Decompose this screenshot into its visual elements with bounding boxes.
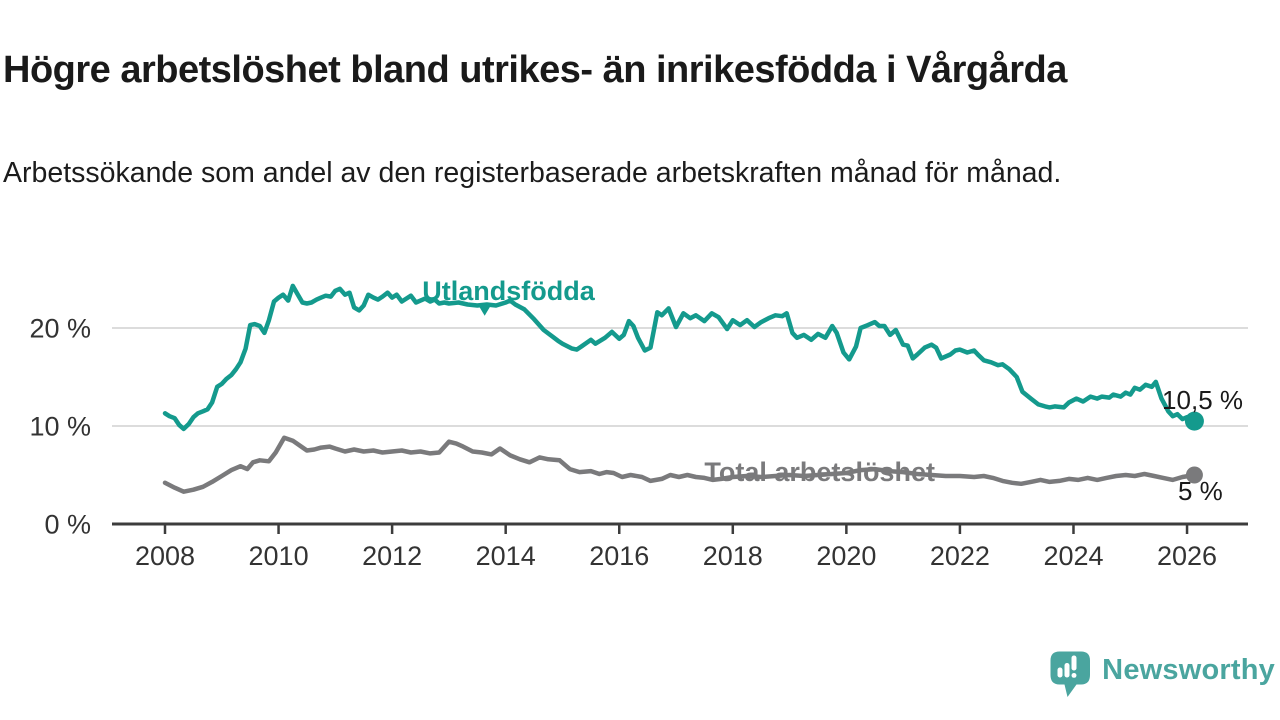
x-axis-tick-label: 2020 [816,541,876,571]
series-end-dot-foreign_born [1184,411,1204,431]
unemployment-line-chart: 2008 2010 2012 2014 2016 2018 2020 2022 2024 2026… [29,276,1248,571]
x-axis-tick-label: 2022 [930,541,990,571]
series-label-pointer-icon [477,303,492,316]
y-axis-tick-label: 10 % [29,412,91,442]
x-axis-tick-label: 2016 [589,541,649,571]
series-end-dot-total [1185,466,1203,484]
series-line-total [162,435,1197,494]
x-axis-tick-label: 2014 [476,541,536,571]
end-value-label: 5 % [1178,476,1223,506]
x-axis-tick-label: 2010 [249,541,309,571]
y-axis-tick-label: 20 % [29,314,91,344]
series-line-foreign_born [162,283,1197,432]
x-axis-tick-label: 2008 [135,541,195,571]
chart-subtitle: Arbetssökande som andel av den registerb… [3,156,1062,189]
series-label: Utlandsfödda [422,276,595,306]
y-axis-tick-label: 0 % [44,510,91,540]
x-axis-tick-label: 2012 [362,541,422,571]
page-title: Högre arbetslöshet bland utrikes- än inr… [3,49,1067,92]
x-axis-tick-label: 2024 [1043,541,1103,571]
newsworthy-logo-icon [1050,651,1091,697]
end-value-label: 10,5 % [1162,385,1243,415]
x-axis-tick-label: 2018 [703,541,763,571]
newsworthy-logo-text: Newsworthy [1102,654,1275,686]
newsworthy-logo[interactable]: Newsworthy [1050,651,1275,698]
x-axis-tick-label: 2026 [1157,541,1217,571]
series-label: Total arbetslöshet [704,457,935,487]
